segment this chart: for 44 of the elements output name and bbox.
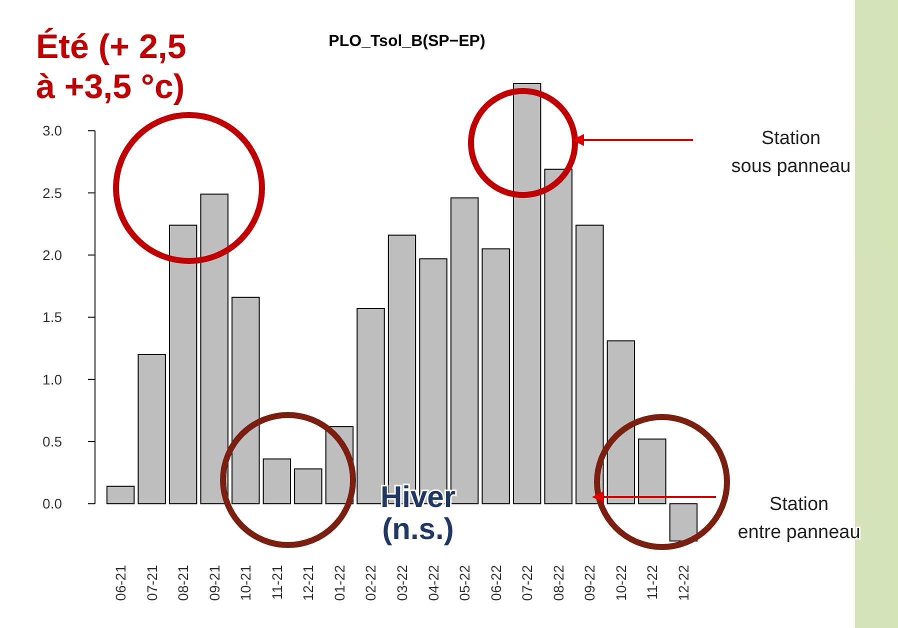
bar (232, 296, 260, 504)
x-tick-label: 09-22 (582, 564, 598, 601)
x-tick-label: 06-22 (488, 564, 504, 601)
x-tick-label: 07-21 (144, 564, 160, 601)
bar (638, 438, 666, 504)
bar (138, 354, 166, 504)
x-tick-label: 08-21 (175, 564, 192, 601)
y-tick-label: 2.5 (42, 184, 62, 201)
text: Station sous panneau (731, 128, 851, 177)
bar (669, 503, 698, 542)
chart-title: PLO_Tsol_B(SP−EP) (328, 33, 486, 50)
x-tick-label: 12-21 (300, 564, 316, 601)
x-tick-label: 01-22 (331, 564, 348, 601)
x-tick-label: 02-22 (362, 564, 379, 601)
x-tick-label: 07-22 (519, 564, 536, 601)
bar (512, 82, 542, 504)
y-tick-label: 0.5 (42, 433, 62, 450)
x-tick-label: 04-22 (425, 564, 442, 601)
y-tick-label: 1.5 (42, 309, 62, 326)
y-tick-label: 1.0 (42, 371, 62, 388)
bar (168, 224, 198, 504)
x-tick-label: 11-21 (268, 564, 285, 600)
annotation: Été (+ 2,5 à +3,5 °c) (36, 27, 186, 106)
y-tick-label: 3.0 (42, 122, 62, 139)
bar (482, 248, 510, 504)
bar (576, 224, 604, 504)
x-tick-label: 12-22 (675, 564, 692, 601)
y-tick-label: 2.0 (42, 246, 62, 263)
x-tick-label: 05-22 (456, 564, 473, 601)
bar (606, 340, 636, 504)
x-tick-label: 10-21 (238, 564, 254, 601)
text: Station entre panneau (738, 494, 860, 543)
x-tick-label: 11-22 (644, 564, 660, 600)
x-tick-label: 08-22 (550, 564, 566, 601)
y-tick-label: 0.0 (42, 496, 62, 512)
x-tick-label: 10-22 (612, 564, 629, 601)
x-tick-label: 06-21 (112, 564, 129, 601)
bar (544, 168, 572, 504)
bar (200, 194, 228, 504)
bar (106, 486, 135, 504)
bar (262, 458, 292, 504)
bar (294, 468, 322, 504)
x-tick-label: 03-22 (394, 564, 410, 601)
x-tick-label: 09-21 (206, 564, 222, 601)
